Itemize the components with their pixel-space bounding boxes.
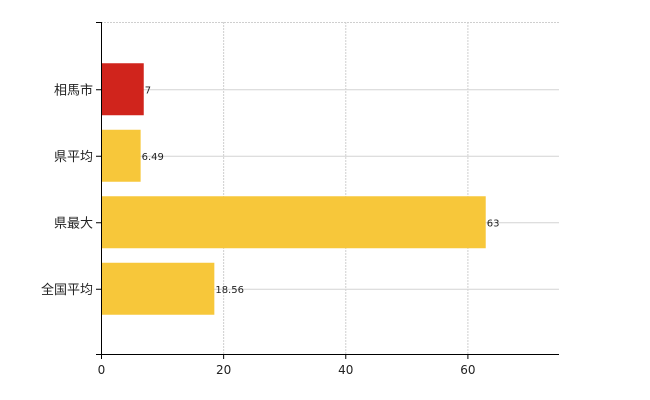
category-label: 県平均 (54, 150, 93, 165)
labels: 7 相馬市 6.49 県平均 63 県最大 18.56 全国平均 0 20 40 60 (41, 82, 499, 377)
bar (101, 262, 215, 315)
data-label: 6.49 (142, 152, 164, 163)
data-label: 18.56 (215, 285, 244, 296)
category-label: 県最大 (54, 216, 93, 231)
data-label: 63 (487, 218, 500, 229)
axes (96, 22, 559, 359)
x-tick-label: 20 (216, 363, 231, 377)
category-label: 全国平均 (41, 282, 93, 298)
data-label: 7 (145, 85, 151, 96)
bar (101, 63, 144, 116)
x-tick-label: 40 (338, 363, 353, 377)
bars (101, 63, 486, 315)
bar (101, 196, 486, 249)
x-tick-label: 60 (460, 363, 475, 377)
category-label: 相馬市 (54, 82, 93, 98)
x-tick-label: 0 (98, 363, 106, 377)
bar (101, 129, 141, 182)
